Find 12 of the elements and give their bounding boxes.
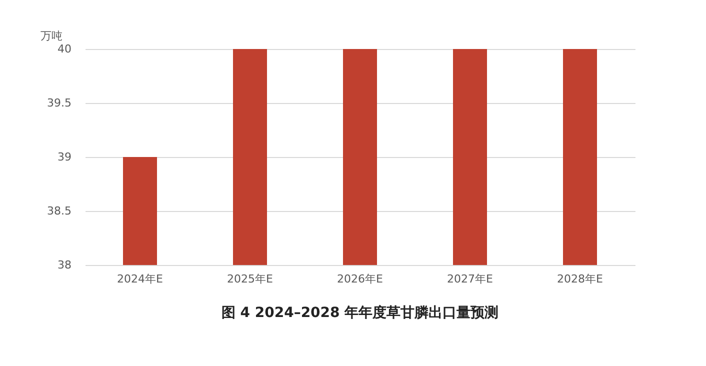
- y-tick-label: 40: [58, 42, 72, 56]
- y-tick-label: 38.5: [47, 204, 72, 218]
- text: 图 4 2024–2028 年年度草甘膦出口量预测: [221, 304, 499, 321]
- y-axis-title: 万吨: [40, 30, 62, 42]
- x-tick-label: 2028年E: [557, 272, 604, 286]
- y-tick-label: 39: [58, 150, 72, 164]
- x-tick-label: 2024年E: [117, 272, 164, 286]
- y-tick-label: 39.5: [47, 96, 72, 110]
- y-tick-label: 38: [58, 258, 72, 272]
- x-tick-label: 2026年E: [337, 272, 384, 286]
- x-tick-label: 2025年E: [227, 272, 274, 286]
- x-tick-label: 2027年E: [447, 272, 494, 286]
